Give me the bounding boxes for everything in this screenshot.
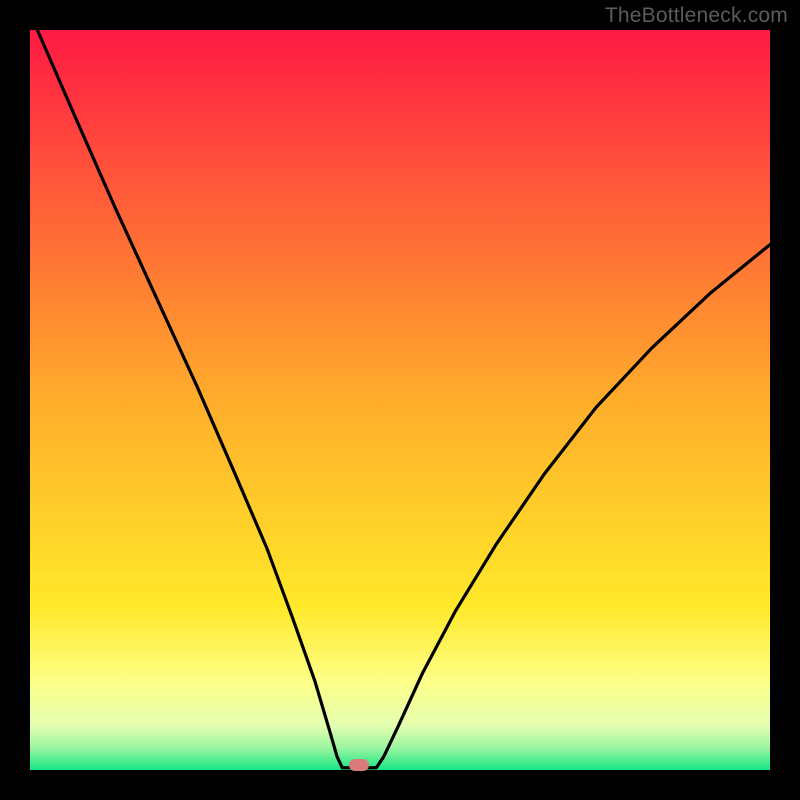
plot-area: [30, 30, 770, 770]
watermark-text: TheBottleneck.com: [605, 4, 788, 28]
chart-container: TheBottleneck.com: [0, 0, 800, 800]
